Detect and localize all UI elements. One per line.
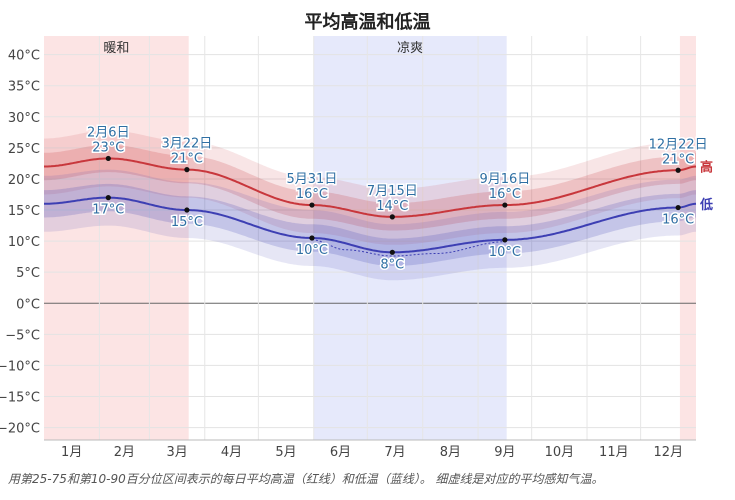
annotation-low-dot-0 (105, 195, 111, 201)
annotation-date-0: 2月6日 (87, 125, 130, 140)
annotation-date-4: 9月16日 (479, 172, 530, 187)
x-tick-label-11: 12月 (654, 445, 684, 460)
series-1-band-0 (44, 169, 696, 281)
annotation-high-dot-4 (502, 202, 508, 208)
y-tick-label-7: 5°C (16, 266, 40, 281)
x-tick-label-1: 2月 (114, 445, 135, 460)
y-tick-label-2: 30°C (8, 111, 40, 126)
y-tick-label-5: 15°C (8, 204, 40, 219)
x-tick-label-3: 4月 (221, 445, 242, 460)
y-tick-label-6: 10°C (8, 235, 40, 250)
x-tick-label-2: 3月 (166, 445, 187, 460)
chart-title: 平均高温和低温 (304, 12, 431, 33)
annotation-date-3: 7月15日 (367, 184, 418, 199)
x-tick-label-7: 8月 (440, 445, 461, 460)
series-1-band-1 (44, 183, 696, 266)
series-0-band-0 (44, 130, 696, 245)
season-band-0 (44, 36, 189, 440)
season-band-label-0: 暖和 (103, 41, 129, 56)
series-0-line (44, 157, 697, 218)
season-band-1 (679, 36, 696, 440)
annotation-high-dot-2 (309, 202, 315, 208)
y-tick-label-1: 35°C (8, 80, 40, 95)
y-tick-label-0: 40°C (8, 49, 40, 64)
annotation-high-label-1: 21°C (171, 152, 203, 167)
annotation-high-dot-0 (105, 155, 111, 162)
series-1-label: 低 (699, 197, 713, 213)
annotation-low-dot-5 (675, 204, 681, 211)
annotation-high-dot-3 (389, 214, 395, 220)
x-tick-label-4: 5月 (275, 445, 296, 460)
annotation-low-dot-2 (309, 235, 315, 241)
y-tick-label-4: 20°C (8, 173, 40, 188)
feels-like-line (311, 239, 505, 257)
annotation-date-2: 5月31日 (287, 172, 338, 187)
annotation-low-dot-3 (389, 249, 395, 255)
y-tick-label-11: −15°C (0, 390, 40, 405)
y-tick-label-3: 25°C (8, 142, 40, 157)
y-tick-label-8: 0°C (16, 297, 40, 312)
annotation-high-label-4: 16°C (489, 187, 521, 202)
x-tick-label-6: 7月 (384, 445, 405, 460)
annotation-low-label-2: 10°C (296, 243, 328, 258)
annotation-high-dot-5 (675, 167, 681, 173)
x-tick-label-8: 9月 (494, 445, 515, 460)
annotation-low-label-4: 10°C (489, 245, 521, 260)
annotation-high-dot-1 (184, 167, 190, 173)
annotation-high-label-5: 21°C (662, 152, 694, 167)
x-tick-label-0: 1月 (61, 445, 82, 460)
series-0-band-1 (44, 144, 696, 231)
series-0-label: 高 (700, 160, 713, 176)
y-tick-label-9: −5°C (5, 328, 40, 343)
x-tick-label-5: 6月 (330, 445, 351, 460)
annotation-low-label-0: 17°C (92, 203, 124, 218)
annotation-high-label-3: 14°C (376, 199, 408, 214)
season-band-label-2: 凉爽 (397, 41, 423, 56)
annotation-date-5: 12月22日 (649, 137, 708, 152)
annotation-date-1: 3月22日 (161, 137, 212, 152)
annotation-low-label-5: 16°C (662, 213, 694, 228)
y-tick-label-10: −10°C (0, 359, 40, 374)
annotation-low-dot-1 (184, 207, 190, 213)
season-band-2 (313, 36, 507, 440)
x-tick-label-9: 10月 (545, 445, 575, 460)
chart-footnote: 用第25-75和第10-90百分位区间表示的每日平均高温（红线）和低温（蓝线）。… (8, 472, 604, 486)
annotation-low-label-1: 15°C (171, 215, 203, 230)
series-1-line (44, 196, 697, 254)
annotation-low-dot-4 (502, 237, 508, 243)
y-tick-label-12: −20°C (0, 422, 40, 437)
annotation-low-label-3: 8°C (380, 257, 404, 272)
x-tick-label-10: 11月 (599, 445, 629, 460)
annotation-high-label-0: 23°C (92, 140, 124, 155)
annotation-high-label-2: 16°C (296, 187, 328, 202)
temperature-chart: 暖和 凉爽 40°C 35°C 30°C 25°C 20°C 15°C 10°C 5°C 0°C −5… (0, 36, 713, 460)
